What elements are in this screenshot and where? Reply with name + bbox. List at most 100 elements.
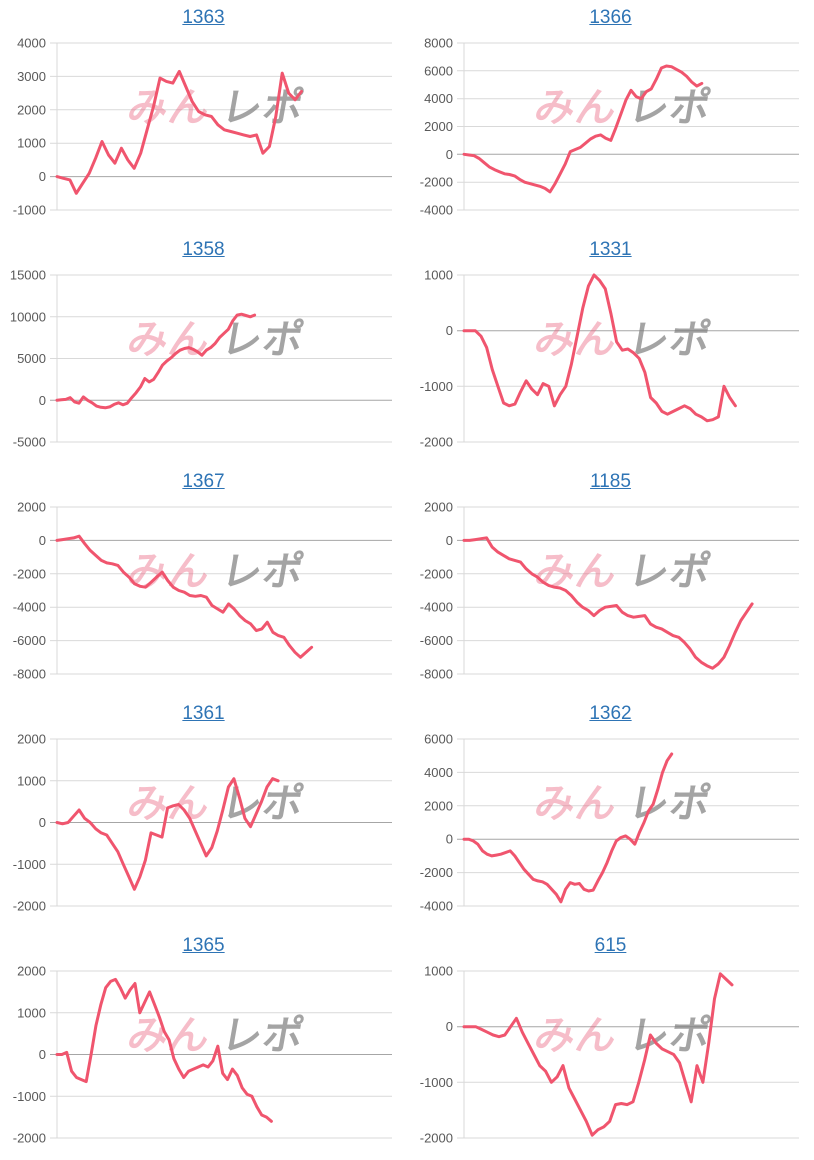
chart-cell: 1358 15000 10000 5000 0 -5000 みん レポ <box>0 232 407 464</box>
chart-grid-axis: 2000 0 -2000 -4000 -6000 -8000 <box>13 500 392 682</box>
svg-text:0: 0 <box>446 323 453 338</box>
profit-line-chart <box>462 273 737 423</box>
chart-cell: 1366 8000 6000 4000 2000 0 -2000 -4000 みん レポ <box>407 0 814 232</box>
svg-text:1000: 1000 <box>424 964 453 979</box>
svg-text:0: 0 <box>39 533 46 548</box>
svg-text:6000: 6000 <box>424 732 453 747</box>
svg-text:-1000: -1000 <box>420 1075 453 1090</box>
chart-cell: 1185 2000 0 -2000 -4000 -6000 -8000 みん レポ <box>407 464 814 696</box>
machine-number-link[interactable]: 1361 <box>182 703 225 724</box>
data-line <box>55 534 314 659</box>
machine-number-link[interactable]: 1362 <box>589 703 632 724</box>
svg-text:-8000: -8000 <box>13 667 46 682</box>
data-line <box>55 312 257 410</box>
svg-text:0: 0 <box>446 533 453 548</box>
svg-text:1000: 1000 <box>17 773 46 788</box>
svg-text:0: 0 <box>39 815 46 830</box>
svg-text:2000: 2000 <box>424 119 453 134</box>
svg-text:-5000: -5000 <box>13 435 46 450</box>
chart-cell: 1365 2000 1000 0 -1000 -2000 みん レポ <box>0 928 407 1160</box>
svg-text:-2000: -2000 <box>420 566 453 581</box>
chart-cell: 615 1000 0 -1000 -2000 みん レポ <box>407 928 814 1160</box>
machine-number-link[interactable]: 1358 <box>182 239 225 260</box>
svg-text:2000: 2000 <box>17 102 46 117</box>
svg-text:-4000: -4000 <box>420 203 453 218</box>
svg-text:2000: 2000 <box>17 964 46 979</box>
svg-text:-8000: -8000 <box>420 667 453 682</box>
profit-line-chart <box>55 977 273 1123</box>
svg-text:2000: 2000 <box>424 500 453 515</box>
profit-line-chart <box>55 312 257 410</box>
svg-text:1000: 1000 <box>17 136 46 151</box>
svg-text:4000: 4000 <box>424 765 453 780</box>
chart-grid-axis: 4000 3000 2000 1000 0 -1000 <box>13 36 392 218</box>
machine-number-link[interactable]: 615 <box>594 935 627 956</box>
profit-line-chart <box>462 64 704 194</box>
chart-grid-axis: 2000 1000 0 -1000 -2000 <box>13 732 392 914</box>
svg-text:-2000: -2000 <box>420 865 453 880</box>
chart-grid-axis: 15000 10000 5000 0 -5000 <box>10 268 392 450</box>
svg-text:10000: 10000 <box>10 309 46 324</box>
chart-grid-axis: 2000 0 -2000 -4000 -6000 -8000 <box>420 500 799 682</box>
svg-text:-6000: -6000 <box>13 633 46 648</box>
svg-text:1000: 1000 <box>424 268 453 283</box>
svg-text:-2000: -2000 <box>13 1131 46 1146</box>
data-line <box>462 273 737 423</box>
data-line <box>55 69 303 195</box>
svg-text:2000: 2000 <box>17 500 46 515</box>
machine-number-link[interactable]: 1367 <box>182 471 225 492</box>
svg-text:-2000: -2000 <box>420 435 453 450</box>
svg-text:8000: 8000 <box>424 36 453 51</box>
svg-text:-1000: -1000 <box>13 857 46 872</box>
chart-cell: 1331 1000 0 -1000 -2000 みん レポ <box>407 232 814 464</box>
machine-number-link[interactable]: 1185 <box>590 471 631 492</box>
svg-text:1000: 1000 <box>17 1005 46 1020</box>
svg-text:-4000: -4000 <box>13 600 46 615</box>
svg-text:6000: 6000 <box>424 63 453 78</box>
data-line <box>462 972 734 1137</box>
svg-text:0: 0 <box>39 169 46 184</box>
svg-text:0: 0 <box>446 147 453 162</box>
svg-text:-1000: -1000 <box>13 203 46 218</box>
chart-cell: 1362 6000 4000 2000 0 -2000 -4000 みん レポ <box>407 696 814 928</box>
profit-line-chart <box>462 752 674 904</box>
machine-number-link[interactable]: 1331 <box>589 239 632 260</box>
machine-number-link[interactable]: 1363 <box>182 7 225 28</box>
chart-grid-axis: 1000 0 -1000 -2000 <box>420 268 799 450</box>
svg-text:-2000: -2000 <box>13 899 46 914</box>
svg-text:0: 0 <box>446 1019 453 1034</box>
profit-line-chart <box>462 536 754 670</box>
profit-line-chart <box>462 972 734 1137</box>
svg-text:15000: 15000 <box>10 268 46 283</box>
svg-text:0: 0 <box>39 393 46 408</box>
svg-text:5000: 5000 <box>17 351 46 366</box>
machine-number-link[interactable]: 1366 <box>589 7 632 28</box>
svg-text:4000: 4000 <box>17 36 46 51</box>
svg-text:-4000: -4000 <box>420 600 453 615</box>
profit-line-chart <box>55 69 303 195</box>
data-line <box>462 536 754 670</box>
machine-number-link[interactable]: 1365 <box>182 935 225 956</box>
svg-text:-1000: -1000 <box>420 379 453 394</box>
svg-text:-2000: -2000 <box>13 566 46 581</box>
chart-grid-axis: 8000 6000 4000 2000 0 -2000 -4000 <box>420 36 799 218</box>
chart-grid-axis: 2000 1000 0 -1000 -2000 <box>13 964 392 1146</box>
chart-cell: 1367 2000 0 -2000 -4000 -6000 -8000 みん レポ <box>0 464 407 696</box>
data-line <box>55 977 273 1123</box>
svg-text:0: 0 <box>39 1047 46 1062</box>
svg-text:-2000: -2000 <box>420 1131 453 1146</box>
svg-text:4000: 4000 <box>424 91 453 106</box>
chart-cell: 1361 2000 1000 0 -1000 -2000 みん レポ <box>0 696 407 928</box>
svg-text:3000: 3000 <box>17 69 46 84</box>
svg-text:-4000: -4000 <box>420 899 453 914</box>
chart-cell: 1363 4000 3000 2000 1000 0 -1000 みん レポ <box>0 0 407 232</box>
chart-grid-axis: 1000 0 -1000 -2000 <box>420 964 799 1146</box>
svg-text:2000: 2000 <box>424 798 453 813</box>
data-line <box>462 64 704 194</box>
svg-text:0: 0 <box>446 832 453 847</box>
data-line <box>462 752 674 904</box>
svg-text:2000: 2000 <box>17 732 46 747</box>
profit-line-chart <box>55 534 314 659</box>
svg-text:-2000: -2000 <box>420 175 453 190</box>
